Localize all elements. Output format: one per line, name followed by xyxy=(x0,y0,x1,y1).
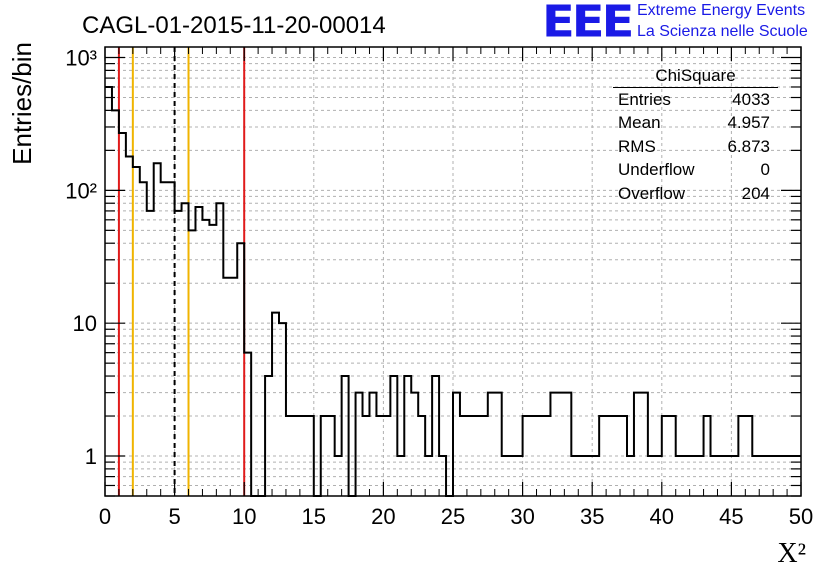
eee-logo: EEE xyxy=(542,0,634,48)
x-tick-label: 15 xyxy=(302,504,326,529)
stats-label: Entries xyxy=(618,90,671,109)
stats-row-mean: Mean 4.957 xyxy=(610,111,778,134)
stats-value: 0 xyxy=(760,160,770,180)
stats-label: RMS xyxy=(618,136,656,156)
stats-title: ChiSquare xyxy=(613,66,778,88)
y-tick-label: 10 xyxy=(73,311,97,336)
x-tick-label: 0 xyxy=(99,504,111,529)
logo-line-2: La Scienza nelle Scuole xyxy=(637,23,808,40)
logo-line-1: Extreme Energy Events xyxy=(637,2,806,19)
x-tick-label: 10 xyxy=(232,504,256,529)
stats-label: Underflow xyxy=(618,160,695,180)
x-tick-label: 5 xyxy=(168,504,180,529)
y-axis-label: Entries/bin xyxy=(7,42,37,165)
stats-value: 6.873 xyxy=(727,136,770,156)
x-tick-label: 25 xyxy=(441,504,465,529)
stats-label: Mean xyxy=(618,113,661,133)
histogram-series xyxy=(105,85,801,497)
y-tick-label: 1 xyxy=(85,444,97,469)
x-tick-label: 20 xyxy=(371,504,395,529)
x-tick-label: 40 xyxy=(650,504,674,529)
y-tick-label: 10³ xyxy=(65,46,97,71)
x-tick-label: 50 xyxy=(789,504,813,529)
reference-lines xyxy=(117,47,246,496)
stats-value: 4033 xyxy=(732,90,770,109)
axis-ticks xyxy=(104,47,802,497)
chart-title: CAGL-01-2015-11-20-00014 xyxy=(82,12,386,39)
stats-box: ChiSquare Entries 4033 Mean 4.957 RMS 6.873… xyxy=(610,66,778,205)
stats-value: 4.957 xyxy=(727,113,770,133)
stats-row-underflow: Underflow 0 xyxy=(610,158,778,181)
x-tick-label: 45 xyxy=(719,504,743,529)
tick-labels: 0 5 10 15 20 25 30 35 40 45 50 1 10 10² 10³ xyxy=(65,46,813,529)
x-tick-label: 35 xyxy=(580,504,604,529)
x-axis-label: X² xyxy=(777,538,806,569)
stats-value: 204 xyxy=(741,183,770,203)
stats-label: Overflow xyxy=(618,183,686,203)
stats-row-overflow: Overflow 204 xyxy=(610,182,778,205)
stats-row-entries: Entries 4033 xyxy=(610,88,778,111)
stats-row-rms: RMS 6.873 xyxy=(610,135,778,158)
x-tick-label: 30 xyxy=(510,504,534,529)
y-tick-label: 10² xyxy=(65,178,97,203)
